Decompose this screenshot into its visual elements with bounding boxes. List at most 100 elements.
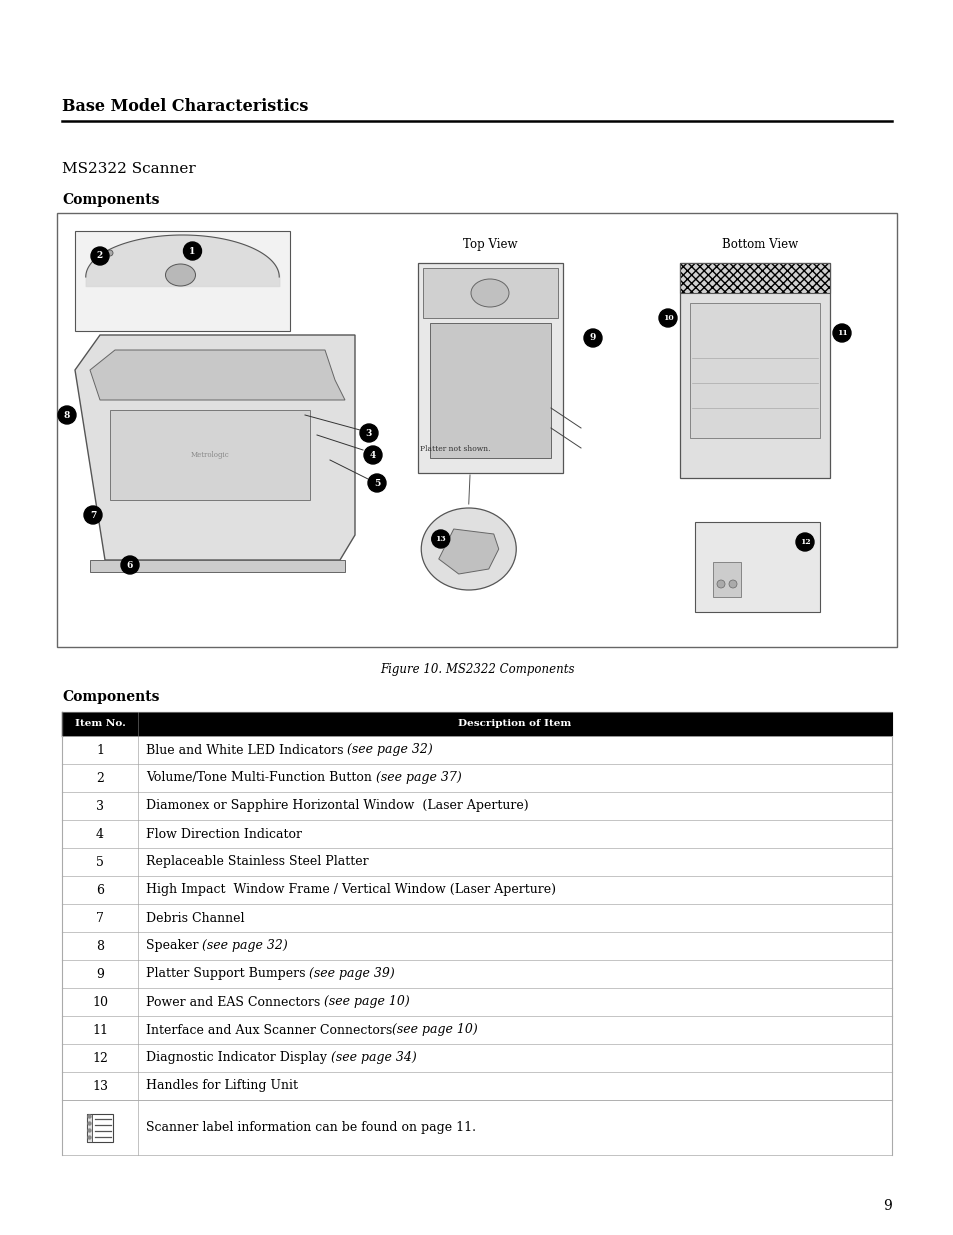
Circle shape: [583, 329, 601, 347]
Circle shape: [58, 406, 76, 424]
Bar: [87, 1114, 112, 1141]
Text: Speaker: Speaker: [146, 940, 202, 952]
Circle shape: [107, 249, 112, 256]
Bar: [62, 1016, 891, 1044]
Circle shape: [368, 474, 386, 492]
Bar: [87, 1114, 91, 1141]
Bar: [62, 792, 891, 820]
Text: 3: 3: [96, 799, 104, 813]
Text: Platter not shown.: Platter not shown.: [419, 445, 490, 453]
Text: 12: 12: [799, 538, 809, 546]
Circle shape: [717, 580, 724, 588]
Text: 1: 1: [189, 247, 195, 256]
Text: 12: 12: [92, 1051, 108, 1065]
Text: Components: Components: [62, 193, 159, 207]
Text: Bottom View: Bottom View: [721, 238, 798, 251]
Bar: [62, 904, 891, 932]
Polygon shape: [438, 529, 498, 574]
Bar: [62, 876, 891, 904]
Circle shape: [359, 424, 377, 442]
Bar: [62, 736, 891, 764]
Circle shape: [183, 242, 201, 261]
Text: Interface and Aux Scanner Connectors: Interface and Aux Scanner Connectors: [146, 1024, 392, 1036]
Text: (see page 10): (see page 10): [324, 995, 410, 1009]
Bar: [62, 820, 891, 848]
Bar: [62, 1100, 891, 1155]
Text: 7: 7: [96, 911, 104, 925]
Text: 9: 9: [589, 333, 596, 342]
Text: 11: 11: [836, 329, 846, 337]
Bar: [62, 848, 891, 876]
Text: (see page 39): (see page 39): [309, 967, 395, 981]
Text: Volume/Tone Multi-Function Button: Volume/Tone Multi-Function Button: [146, 772, 375, 784]
Text: Diamonex or Sapphire Horizontal Window  (Laser Aperture): Diamonex or Sapphire Horizontal Window (…: [146, 799, 528, 813]
Ellipse shape: [165, 264, 195, 287]
Bar: [57, 212, 896, 647]
Circle shape: [121, 556, 139, 574]
Bar: [695, 522, 820, 613]
Text: Metrologic: Metrologic: [191, 451, 229, 459]
Text: Replaceable Stainless Steel Platter: Replaceable Stainless Steel Platter: [146, 856, 368, 868]
Text: Platter Support Bumpers: Platter Support Bumpers: [146, 967, 309, 981]
Circle shape: [728, 580, 737, 588]
Text: (see page 32): (see page 32): [202, 940, 288, 952]
Text: 8: 8: [64, 410, 71, 420]
Bar: [75, 231, 290, 331]
Bar: [62, 764, 891, 792]
Circle shape: [88, 1136, 91, 1139]
Circle shape: [432, 530, 449, 548]
Text: 2: 2: [97, 252, 103, 261]
Text: (see page 32): (see page 32): [347, 743, 433, 757]
Text: Description of Item: Description of Item: [457, 720, 571, 729]
Bar: [422, 268, 558, 317]
Circle shape: [795, 534, 813, 551]
Bar: [62, 1044, 891, 1072]
Text: (see page 37): (see page 37): [375, 772, 461, 784]
Text: 11: 11: [91, 1024, 108, 1036]
Bar: [90, 559, 345, 572]
Bar: [417, 263, 562, 473]
Text: 7: 7: [90, 510, 96, 520]
Text: Power and EAS Connectors: Power and EAS Connectors: [146, 995, 324, 1009]
Text: 8: 8: [96, 940, 104, 952]
Text: 2: 2: [96, 772, 104, 784]
Text: 6: 6: [127, 561, 133, 569]
Text: (see page 10): (see page 10): [392, 1024, 477, 1036]
Text: Base Model Characteristics: Base Model Characteristics: [62, 98, 308, 115]
Text: Diagnostic Indicator Display: Diagnostic Indicator Display: [146, 1051, 331, 1065]
Bar: [110, 410, 310, 500]
Text: 3: 3: [365, 429, 372, 437]
Bar: [430, 324, 551, 458]
Polygon shape: [75, 335, 355, 559]
Text: 9: 9: [96, 967, 104, 981]
Text: 4: 4: [370, 451, 375, 459]
Text: 13: 13: [435, 535, 446, 543]
Polygon shape: [90, 350, 345, 400]
Text: 13: 13: [91, 1079, 108, 1093]
Circle shape: [91, 248, 102, 258]
Bar: [679, 263, 829, 293]
Text: MS2322 Scanner: MS2322 Scanner: [62, 162, 195, 177]
Text: Figure 10. MS2322 Components: Figure 10. MS2322 Components: [379, 663, 574, 676]
Bar: [62, 960, 891, 988]
Text: (see page 34): (see page 34): [331, 1051, 416, 1065]
Text: Item No.: Item No.: [74, 720, 125, 729]
Text: 10: 10: [91, 995, 108, 1009]
Bar: [62, 713, 891, 736]
Circle shape: [88, 1129, 91, 1132]
Ellipse shape: [471, 279, 509, 308]
Bar: [679, 263, 829, 293]
Bar: [62, 932, 891, 960]
Text: 6: 6: [96, 883, 104, 897]
Circle shape: [91, 247, 109, 266]
Circle shape: [364, 446, 381, 464]
Text: Components: Components: [62, 690, 159, 704]
Text: 1: 1: [96, 743, 104, 757]
Bar: [679, 263, 829, 478]
Text: Debris Channel: Debris Channel: [146, 911, 244, 925]
Bar: [689, 303, 820, 438]
Text: 5: 5: [374, 478, 379, 488]
Text: Flow Direction Indicator: Flow Direction Indicator: [146, 827, 302, 841]
Text: Handles for Lifting Unit: Handles for Lifting Unit: [146, 1079, 297, 1093]
Bar: [62, 988, 891, 1016]
